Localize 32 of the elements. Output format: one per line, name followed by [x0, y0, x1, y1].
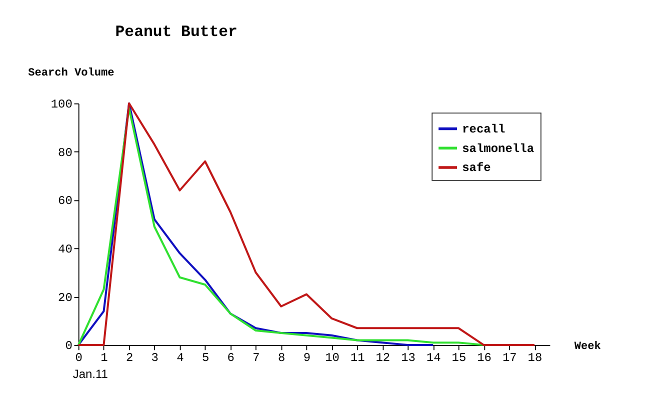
x-tick-label: 16 — [477, 351, 492, 366]
y-tick-label: 100 — [50, 98, 72, 112]
x-tick-label: 10 — [325, 351, 340, 366]
x-tick-label: 12 — [376, 351, 390, 366]
x-tick-label: 13 — [401, 351, 416, 366]
x-tick-label: 2 — [126, 351, 134, 366]
x-tick-label: 5 — [202, 351, 210, 366]
legend-label: recall — [462, 122, 506, 136]
y-tick-label: 80 — [58, 146, 72, 160]
y-tick-label: 60 — [58, 194, 72, 208]
y-tick-label: 0 — [65, 339, 72, 354]
x-tick-label: 7 — [252, 351, 260, 366]
legend-label: safe — [462, 161, 491, 176]
x-axis-title: Week — [574, 341, 602, 354]
x-tick-label: 6 — [227, 351, 234, 366]
x-tick-label: 8 — [278, 351, 286, 366]
text: Jan.11 — [72, 367, 108, 382]
x-tick-label: 4 — [176, 351, 184, 366]
y-tick-label: 20 — [58, 290, 72, 305]
y-axis-title: Search Volume — [28, 67, 115, 80]
legend-label: salmonella — [462, 142, 534, 156]
x-tick-label: 0 — [75, 351, 82, 366]
x-tick-label: 14 — [426, 351, 441, 366]
x-tick-label: 9 — [303, 351, 311, 366]
x-tick-label: 11 — [350, 351, 365, 366]
x-tick-label: 3 — [151, 351, 158, 366]
y-tick-label: 40 — [58, 242, 72, 257]
x-tick-label: 17 — [502, 351, 517, 366]
x-tick-label: 1 — [100, 351, 108, 366]
x-tick-label: 15 — [452, 351, 466, 366]
x-tick-label: 18 — [528, 351, 542, 366]
chart-title: Peanut Butter — [115, 23, 238, 42]
